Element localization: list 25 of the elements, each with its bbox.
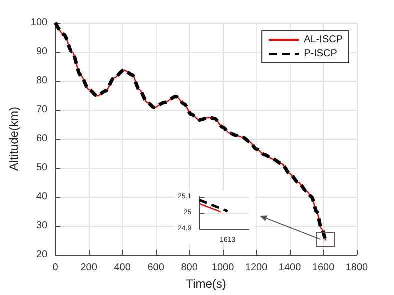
x-tick-label: 400	[114, 262, 132, 274]
y-tick-label: 30	[36, 220, 48, 232]
y-axis-title: Altitude(km)	[7, 107, 21, 172]
y-tick-label: 20	[36, 250, 48, 261]
x-tick-label: 1000	[212, 262, 235, 274]
x-axis-title: Time(s)	[186, 277, 226, 291]
y-tick-label: 70	[36, 104, 48, 116]
x-tick-label: 600	[148, 262, 165, 274]
x-tick-label: 200	[80, 262, 98, 274]
x-tick-label: 1400	[278, 262, 302, 274]
x-tick-label: 1600	[312, 262, 336, 274]
y-tick-label: 100	[30, 18, 48, 28]
line-series	[198, 198, 230, 213]
y-tick-label: 90	[36, 46, 48, 58]
x-tick-label: 1800	[346, 262, 369, 274]
x-tick-label: 800	[181, 262, 198, 274]
y-tick-label: 40	[36, 192, 48, 203]
y-tick-label: 60	[36, 134, 48, 145]
x-tick-label: 0	[52, 262, 59, 274]
legend-label: P-ISCP	[304, 48, 338, 60]
legend-label: AL-ISCP	[304, 34, 344, 46]
y-tick-label: 80	[36, 76, 48, 87]
x-tick-label: 1200	[245, 262, 268, 274]
y-tick-label: 50	[36, 162, 48, 174]
line-series	[198, 203, 222, 213]
